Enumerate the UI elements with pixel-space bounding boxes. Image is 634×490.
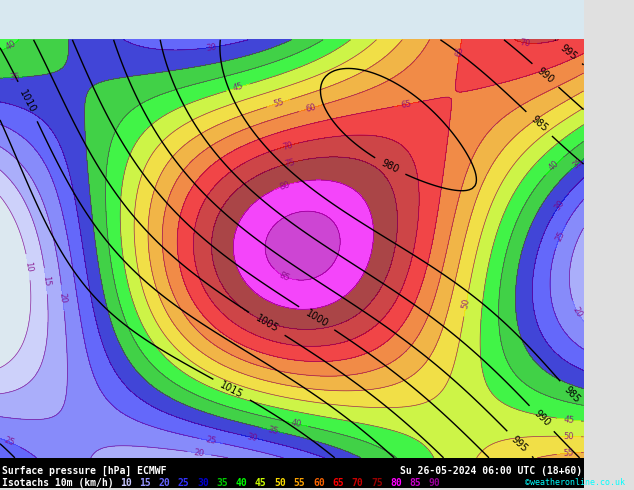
Text: 85: 85 (278, 270, 291, 283)
Text: 30: 30 (246, 432, 259, 443)
Text: 60: 60 (313, 478, 325, 488)
Text: 1000: 1000 (304, 308, 330, 329)
Text: 70: 70 (281, 140, 294, 151)
Text: 1010: 1010 (18, 88, 38, 115)
Text: 55: 55 (273, 98, 285, 109)
Text: 1005: 1005 (254, 313, 280, 335)
Text: 90: 90 (429, 478, 441, 488)
Text: 25: 25 (554, 230, 566, 243)
Text: Su 26-05-2024 06:00 UTC (18+60): Su 26-05-2024 06:00 UTC (18+60) (399, 466, 582, 476)
Text: 985: 985 (562, 385, 582, 405)
Text: 20: 20 (571, 306, 585, 319)
Text: 35: 35 (571, 157, 585, 171)
Text: 990: 990 (531, 409, 552, 429)
Text: 995: 995 (559, 42, 579, 62)
Text: 980: 980 (380, 158, 401, 175)
Text: 985: 985 (529, 114, 550, 134)
Text: 25: 25 (178, 478, 190, 488)
Text: 70: 70 (352, 478, 363, 488)
Text: 35: 35 (216, 478, 228, 488)
Text: 45: 45 (563, 415, 574, 425)
Text: 995: 995 (510, 434, 530, 454)
Text: 45: 45 (255, 478, 267, 488)
Text: 25: 25 (3, 436, 15, 448)
FancyBboxPatch shape (0, 458, 584, 488)
Text: 20: 20 (158, 478, 170, 488)
Text: 35: 35 (266, 425, 279, 436)
Text: 50: 50 (275, 478, 286, 488)
Text: 40: 40 (236, 478, 247, 488)
Text: 65: 65 (400, 99, 412, 110)
Text: 40: 40 (290, 418, 302, 429)
Text: 20: 20 (193, 448, 205, 458)
Text: 10: 10 (23, 261, 34, 273)
Text: 35: 35 (9, 73, 20, 82)
Text: 80: 80 (278, 180, 291, 192)
Text: 15: 15 (139, 478, 151, 488)
Text: 65: 65 (455, 45, 465, 57)
Text: 55: 55 (564, 448, 574, 458)
Text: 40: 40 (4, 39, 18, 52)
Text: 70: 70 (519, 38, 531, 48)
Text: 50: 50 (461, 297, 472, 310)
Text: 15: 15 (41, 275, 51, 287)
Text: 30: 30 (553, 198, 566, 212)
Text: 50: 50 (564, 432, 574, 441)
Text: 1015: 1015 (219, 379, 245, 400)
Text: 40: 40 (547, 159, 561, 172)
Text: 65: 65 (332, 478, 344, 488)
Text: 55: 55 (294, 478, 306, 488)
Text: 990: 990 (535, 66, 556, 85)
Text: 10: 10 (120, 478, 131, 488)
Text: Surface pressure [hPa] ECMWF: Surface pressure [hPa] ECMWF (2, 466, 166, 476)
Text: 60: 60 (304, 102, 317, 114)
Text: 85: 85 (410, 478, 422, 488)
Text: 25: 25 (205, 436, 217, 446)
Text: ©weatheronline.co.uk: ©weatheronline.co.uk (525, 478, 624, 487)
Text: 80: 80 (391, 478, 402, 488)
Text: 20: 20 (58, 292, 68, 304)
Text: 75: 75 (371, 478, 383, 488)
Text: Isotachs 10m (km/h): Isotachs 10m (km/h) (2, 478, 113, 488)
FancyBboxPatch shape (0, 40, 584, 458)
Text: 30: 30 (197, 478, 209, 488)
Text: 75: 75 (284, 157, 297, 169)
Text: 45: 45 (231, 82, 244, 93)
Text: 30: 30 (205, 42, 217, 52)
